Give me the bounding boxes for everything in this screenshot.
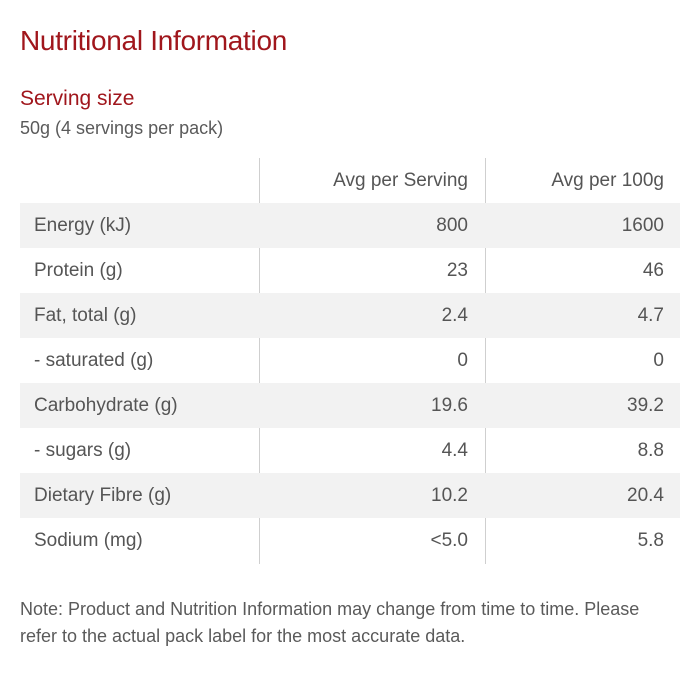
per-100g-value: 20.4 (627, 485, 664, 506)
table-row: Carbohydrate (g) 19.6 39.2 (20, 383, 680, 428)
serving-size-value: 50g (4 servings per pack) (20, 118, 224, 138)
per-100g-value: 39.2 (627, 395, 664, 416)
row-label: - saturated (g) (34, 350, 154, 371)
per-serving-value: 0 (457, 350, 468, 371)
row-label: Dietary Fibre (g) (34, 485, 172, 506)
table-row: - saturated (g) 0 0 (20, 338, 680, 383)
column-divider (485, 158, 486, 564)
disclaimer-note: Note: Product and Nutrition Information … (20, 599, 640, 646)
table-row: Dietary Fibre (g) 10.2 20.4 (20, 473, 680, 518)
per-100g-value: 0 (653, 350, 664, 371)
table-row: Fat, total (g) 2.4 4.7 (20, 293, 680, 338)
per-serving-value: 19.6 (431, 395, 468, 416)
row-label: Energy (kJ) (34, 215, 132, 236)
per-100g-value: 46 (642, 260, 664, 281)
column-divider (259, 158, 260, 564)
nutrition-table: Avg per Serving Avg per 100g Energy (kJ)… (20, 158, 680, 564)
table-header-row: Avg per Serving Avg per 100g (20, 158, 680, 203)
per-serving-value: 4.4 (441, 440, 468, 461)
row-label: Sodium (mg) (34, 530, 143, 551)
per-100g-value: 5.8 (637, 530, 664, 551)
per-serving-value: 23 (446, 260, 468, 281)
table-row: Protein (g) 23 46 (20, 248, 680, 293)
per-100g-value: 4.7 (637, 305, 664, 326)
page-title: Nutritional Information (20, 25, 288, 56)
row-label: Fat, total (g) (34, 305, 137, 326)
row-label: Protein (g) (34, 260, 123, 281)
serving-size-heading: Serving size (20, 87, 135, 110)
per-serving-value: 10.2 (431, 485, 468, 506)
table-row: Sodium (mg) <5.0 5.8 (20, 518, 680, 563)
header-cell-per-serving: Avg per Serving (333, 170, 468, 191)
table-row: - sugars (g) 4.4 8.8 (20, 428, 680, 473)
per-100g-value: 8.8 (637, 440, 664, 461)
per-serving-value: 2.4 (441, 305, 468, 326)
per-serving-value: 800 (436, 215, 468, 236)
table-row: Energy (kJ) 800 1600 (20, 203, 680, 248)
row-label: Carbohydrate (g) (34, 395, 178, 416)
header-cell-per-100g: Avg per 100g (551, 170, 664, 191)
per-serving-value: <5.0 (430, 530, 468, 551)
per-100g-value: 1600 (621, 215, 664, 236)
row-label: - sugars (g) (34, 440, 132, 461)
